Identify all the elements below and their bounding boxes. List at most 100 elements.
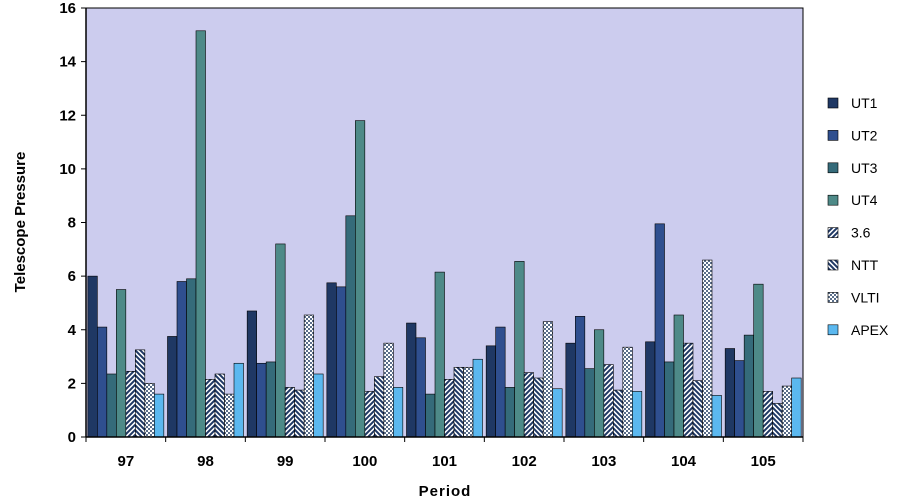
bar-VLTI-101 (463, 366, 474, 438)
bar-UT2-105 (734, 360, 745, 438)
bar-3_6-105 (762, 391, 773, 438)
legend-swatch-UT4 (827, 194, 839, 206)
bar-NTT-104 (692, 380, 703, 438)
x-tick-label: 102 (512, 453, 537, 470)
bar-APEX-103 (632, 391, 643, 438)
legend-label-APEX: APEX (851, 322, 889, 338)
legend-swatch-UT1 (827, 97, 839, 109)
bar-UT3-105 (743, 334, 754, 438)
legend-swatch-UT3 (827, 162, 839, 174)
bar-APEX-97 (154, 393, 165, 438)
legend-swatch-APEX (827, 324, 839, 336)
x-ticks: 97 98 99 100 101 102 103 104 105 (85, 437, 804, 470)
bar-UT3-99 (265, 361, 276, 438)
bar-UT1-101 (406, 322, 417, 438)
bar-UT4-97 (116, 289, 127, 438)
bar-3_6-102 (523, 372, 534, 438)
x-tick-label: 104 (671, 453, 697, 470)
legend-swatch-UT2 (827, 130, 839, 141)
bar-UT4-104 (673, 314, 684, 438)
bar-3_6-97 (125, 371, 136, 438)
bar-UT2-103 (575, 316, 586, 438)
bar-UT1-98 (167, 336, 178, 438)
bar-APEX-102 (552, 388, 563, 438)
bar-UT2-99 (256, 362, 267, 438)
bar-UT4-98 (195, 30, 206, 438)
bar-3_6-100 (364, 391, 375, 438)
x-tick-label: 100 (352, 453, 377, 470)
bar-UT3-97 (106, 373, 117, 438)
legend-label-3_6: 3.6 (851, 225, 871, 241)
legend-label-UT4: UT4 (851, 192, 878, 208)
y-tick-label: 14 (59, 54, 76, 71)
bar-APEX-100 (393, 387, 404, 438)
bar-VLTI-99 (303, 314, 314, 438)
bar-VLTI-103 (622, 346, 633, 438)
bar-UT1-103 (565, 342, 576, 438)
bar-APEX-99 (313, 373, 324, 438)
bar-UT4-102 (514, 261, 525, 438)
bar-UT4-100 (355, 120, 366, 438)
x-tick-label: 99 (277, 453, 294, 470)
bar-VLTI-105 (781, 385, 792, 438)
bar-NTT-97 (135, 349, 146, 438)
bar-APEX-105 (791, 377, 802, 438)
bar-UT1-105 (724, 348, 735, 438)
bar-UT1-99 (246, 310, 257, 438)
x-tick-label: 97 (117, 453, 134, 470)
y-tick-label: 12 (59, 107, 76, 124)
y-tick-label: 6 (68, 268, 76, 285)
bar-NTT-98 (214, 373, 225, 438)
bar-UT2-101 (415, 337, 426, 438)
bar-UT2-104 (654, 223, 665, 438)
legend-swatch-VLTI (827, 292, 839, 303)
bar-NTT-101 (453, 366, 464, 438)
bar-VLTI-104 (702, 259, 713, 438)
bar-UT4-105 (753, 283, 764, 438)
y-tick-label: 2 (68, 375, 76, 392)
bar-VLTI-102 (542, 321, 553, 438)
bar-UT1-97 (87, 275, 98, 438)
x-tick-label: 103 (591, 453, 616, 470)
bar-UT4-99 (275, 243, 286, 438)
bar-UT1-104 (645, 341, 656, 438)
bar-NTT-99 (294, 389, 305, 438)
x-tick-label: 105 (751, 453, 776, 470)
bar-UT2-98 (176, 281, 187, 438)
bar-UT4-101 (434, 271, 445, 438)
legend-label-UT1: UT1 (851, 95, 878, 111)
y-ticks: 0 2 4 6 8 10 12 14 16 (59, 0, 86, 446)
legend-label-VLTI: VLTI (851, 289, 880, 305)
bar-VLTI-98 (224, 393, 235, 438)
bar-NTT-100 (374, 376, 385, 438)
legend: UT1 UT2 UT3 UT4 3.6 NTT VLTI APEX (827, 95, 889, 338)
bar-UT3-100 (345, 215, 356, 438)
y-tick-label: 16 (59, 0, 76, 17)
bar-3_6-101 (444, 379, 455, 438)
bar-UT3-98 (186, 278, 197, 438)
bar-UT4-103 (594, 329, 605, 438)
bar-NTT-102 (533, 377, 544, 438)
bar-UT3-103 (584, 368, 595, 438)
legend-label-UT2: UT2 (851, 127, 878, 143)
bar-NTT-105 (772, 403, 783, 438)
bar-UT3-102 (504, 387, 515, 438)
bar-UT2-102 (495, 326, 506, 438)
y-tick-label: 4 (68, 322, 77, 339)
legend-swatch-3_6 (827, 227, 839, 238)
bar-UT2-100 (336, 286, 347, 438)
bar-UT2-97 (97, 326, 108, 438)
bar-3_6-103 (603, 364, 614, 438)
bar-UT1-102 (485, 345, 496, 438)
bar-UT3-104 (664, 361, 675, 438)
y-axis-title: Telescope Pressure (12, 152, 29, 293)
legend-label-NTT: NTT (851, 257, 879, 273)
bar-NTT-103 (613, 389, 624, 438)
bar-UT1-100 (326, 282, 337, 438)
bar-UT3-101 (425, 393, 436, 438)
x-tick-label: 101 (432, 453, 457, 470)
bar-APEX-98 (233, 362, 244, 438)
bar-VLTI-97 (144, 383, 155, 438)
legend-label-UT3: UT3 (851, 160, 878, 176)
